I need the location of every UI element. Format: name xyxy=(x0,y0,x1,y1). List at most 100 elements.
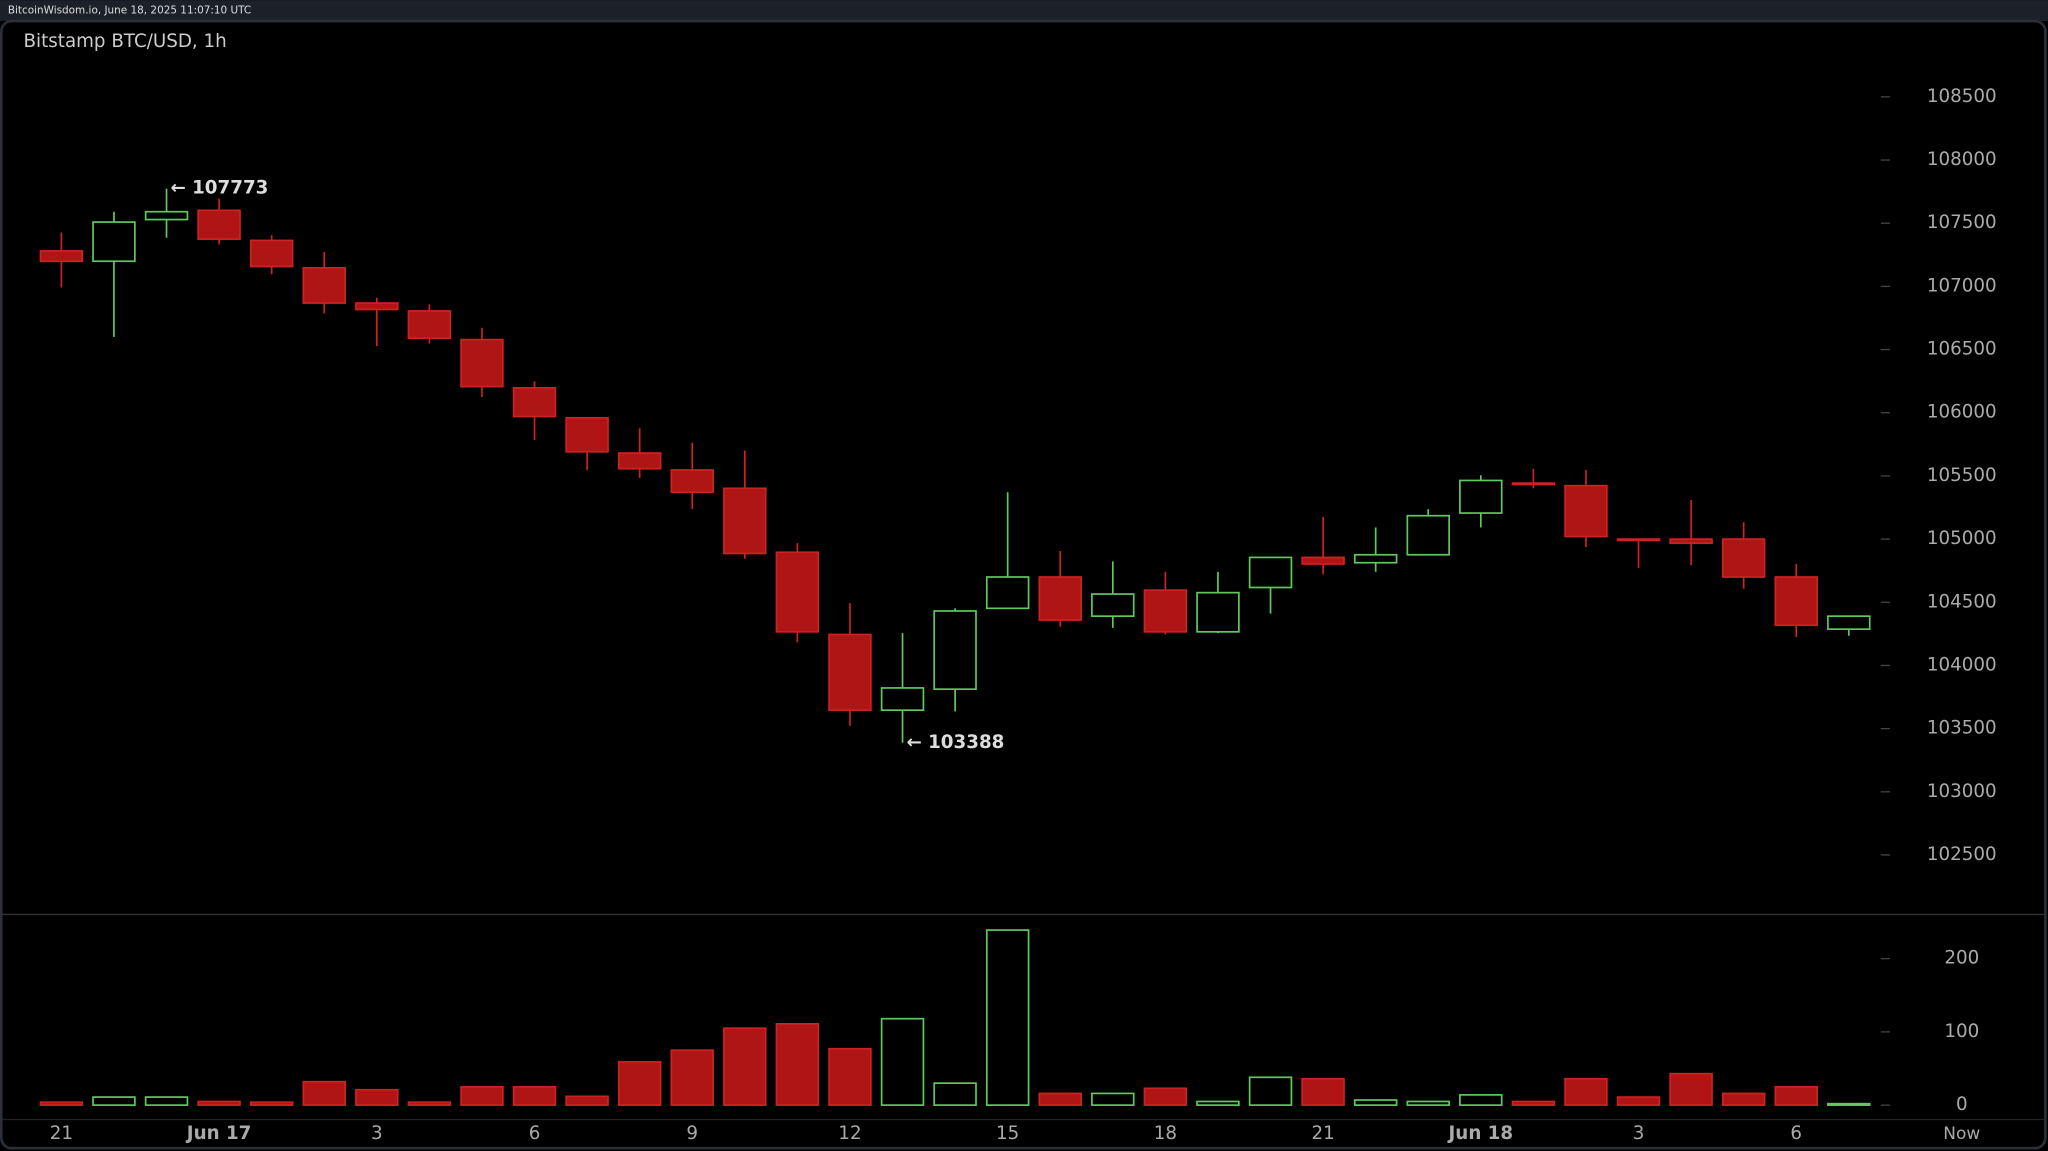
x-tick-label: 9 xyxy=(686,1123,698,1144)
y-tick-label: 104000 xyxy=(1927,654,1997,675)
candle-body xyxy=(1774,576,1818,627)
volume-bar xyxy=(1459,1094,1503,1106)
y-tick-label: 0 xyxy=(1956,1094,1968,1115)
y-tick-label: 105500 xyxy=(1927,465,1997,486)
candle-body xyxy=(617,452,662,470)
y-tick-label: 108000 xyxy=(1927,149,1997,170)
candle-body xyxy=(1143,589,1188,633)
y-tick-label: 100 xyxy=(1944,1021,1979,1042)
volume-bar xyxy=(1406,1100,1450,1106)
candle-body xyxy=(197,209,241,240)
x-tick-label: 21 xyxy=(50,1123,73,1144)
x-tick-label: 21 xyxy=(1311,1123,1334,1144)
x-tick-label: 3 xyxy=(371,1123,383,1144)
candle-body xyxy=(828,633,872,712)
candle-body xyxy=(1301,556,1345,565)
y-tick-label: 107000 xyxy=(1927,275,1997,296)
candle-body xyxy=(1459,479,1503,514)
x-tick-label: 12 xyxy=(838,1123,861,1144)
candle-body xyxy=(565,416,609,453)
y-tick-label: 105000 xyxy=(1927,528,1997,549)
candle-body xyxy=(144,210,189,221)
volume-bar xyxy=(39,1101,84,1106)
header-text: BitcoinWisdom.io, June 18, 2025 11:07:10… xyxy=(8,5,251,17)
candle-body xyxy=(1038,576,1082,621)
header-bar xyxy=(0,0,2048,22)
candle-body xyxy=(1406,514,1450,556)
volume-bar xyxy=(1143,1087,1188,1106)
volume-bar xyxy=(302,1080,346,1106)
candle-body xyxy=(1721,538,1766,578)
candle-body xyxy=(775,551,820,633)
candle-body xyxy=(1827,615,1871,631)
y-tick-label: 107500 xyxy=(1927,212,1997,233)
chart-title: Bitstamp BTC/USD, 1h xyxy=(24,31,227,52)
volume-bar xyxy=(1616,1096,1661,1106)
volume-bar xyxy=(144,1096,189,1106)
candle-body xyxy=(723,487,767,555)
candle-body xyxy=(985,576,1030,610)
x-tick-label: 15 xyxy=(996,1123,1019,1144)
candle-body xyxy=(670,469,714,494)
candle-body xyxy=(355,302,399,311)
candle-body xyxy=(1091,593,1135,618)
volume-bar xyxy=(197,1100,241,1106)
candle-body xyxy=(1669,538,1713,544)
y-tick-label: 200 xyxy=(1944,948,1979,969)
candle-body xyxy=(407,310,452,340)
x-tick-label: 6 xyxy=(529,1123,541,1144)
extreme-annotation: ← 107773 xyxy=(170,178,268,199)
x-tick-label: 18 xyxy=(1154,1123,1177,1144)
y-tick-label: 103000 xyxy=(1927,781,1997,802)
volume-bar xyxy=(1248,1076,1293,1106)
candle-body xyxy=(92,221,136,263)
volume-bar xyxy=(1827,1102,1871,1106)
volume-bar xyxy=(933,1082,977,1106)
x-tick-label: Now xyxy=(1943,1124,1980,1144)
candle-body xyxy=(1616,538,1661,542)
volume-bar xyxy=(92,1096,136,1106)
candle-body xyxy=(1353,553,1398,564)
volume-bar xyxy=(775,1022,820,1106)
volume-bar xyxy=(512,1085,557,1106)
y-tick-label: 106500 xyxy=(1927,339,1997,360)
x-tick-label: Jun 17 xyxy=(185,1123,252,1144)
volume-bar xyxy=(1038,1092,1082,1106)
volume-bar xyxy=(1091,1092,1135,1106)
y-tick-label: 106000 xyxy=(1927,402,1997,423)
frame xyxy=(0,19,2047,1150)
volume-bar xyxy=(1511,1100,1556,1106)
volume-bar xyxy=(985,929,1030,1106)
candle-body xyxy=(1248,556,1293,589)
volume-bar xyxy=(1301,1077,1345,1106)
candle-body xyxy=(1564,484,1608,538)
volume-bar xyxy=(828,1047,872,1106)
volume-bar xyxy=(1721,1092,1766,1106)
candle-body xyxy=(302,266,346,304)
x-tick-label: Jun 18 xyxy=(1447,1123,1514,1144)
candle-body xyxy=(249,239,294,268)
volume-bar xyxy=(1353,1099,1398,1106)
volume-bar xyxy=(880,1017,925,1106)
volume-bar xyxy=(460,1085,504,1106)
y-tick-label: 108500 xyxy=(1927,86,1997,107)
volume-bar xyxy=(249,1101,294,1106)
y-tick-label: 102500 xyxy=(1927,844,1997,865)
candle-body xyxy=(39,250,84,263)
volume-bar xyxy=(1669,1072,1713,1106)
volume-bar xyxy=(670,1049,714,1106)
volume-bar xyxy=(1564,1077,1608,1106)
volume-bar xyxy=(1774,1085,1818,1106)
extreme-annotation: ← 103388 xyxy=(906,732,1004,753)
candle-body xyxy=(1196,591,1240,633)
x-tick-label: 6 xyxy=(1790,1123,1802,1144)
volume-bar xyxy=(565,1095,609,1106)
candle-body xyxy=(460,338,504,388)
volume-bar xyxy=(355,1088,399,1106)
candle-body xyxy=(1511,482,1556,486)
volume-bar xyxy=(723,1027,767,1106)
candle-body xyxy=(512,386,557,418)
volume-bar xyxy=(407,1101,452,1106)
